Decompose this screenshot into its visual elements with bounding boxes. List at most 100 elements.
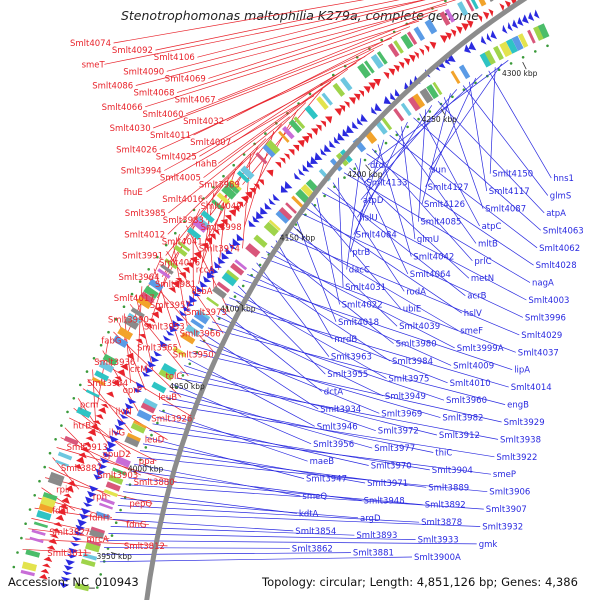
forward-gene-arrow [63,493,72,499]
reverse-gene-arrow [232,238,241,247]
kbp-tick [142,463,151,468]
leader-line [191,352,502,423]
reverse-gene-arrow [97,462,108,470]
gene-label: Smlt4031 [345,283,386,293]
gene-label: Smlt4005 [160,174,201,184]
forward-gene-arrow [445,32,452,40]
gene-label: Smlt3960 [446,396,487,406]
leader-line [216,315,384,397]
outer-feature-block [140,291,155,304]
forward-gene-arrow [310,128,319,136]
leader-line [421,93,451,205]
inner-dot [99,573,102,576]
gene-label: gmk [479,540,498,550]
gene-label: Smlt3964 [119,273,160,283]
reverse-gene-arrow [65,559,76,566]
gene-label: Smlt3953 [144,322,185,332]
leader-line [169,390,373,449]
reverse-gene-arrow [147,360,157,368]
gene-label: Smlt4092 [112,46,153,56]
reverse-gene-arrow [95,468,105,477]
inner-feature-block [212,285,227,299]
gene-label: dacC [349,266,370,276]
gene-label: Smlt3970 [371,462,412,472]
kbp-tick [236,300,244,307]
inner-dot [474,81,477,85]
outer-feature-block [457,1,469,17]
inner-dot [139,458,142,462]
gene-label: hslV [464,309,482,319]
outer-feature-block [262,143,276,158]
gene-label: Smlt4012 [124,230,165,240]
reverse-gene-arrow [383,95,392,105]
inner-feature-block [230,262,245,276]
reverse-gene-arrow [390,92,397,101]
reverse-gene-arrow [135,381,145,389]
gene-label: Smlt3969 [381,409,422,419]
reverse-gene-arrow [507,22,513,32]
reverse-gene-arrow [221,252,230,260]
kbp-label: 4050 kbp [169,382,205,391]
outer-feature-block [400,33,414,50]
gene-label: Smlt4084 [356,231,397,241]
outer-feature-block [136,295,153,310]
leader-line [77,398,111,447]
outer-dot [308,92,312,96]
inner-dot [417,117,420,121]
topology-summary: Topology: circular; Length: 4,851,126 bp… [262,575,578,589]
inner-dot [119,508,122,512]
inner-feature-block [124,435,140,448]
outer-dot [107,330,110,334]
reverse-gene-arrow [284,181,293,189]
reverse-gene-arrow [356,117,364,126]
outer-feature-block [406,31,418,46]
gene-label: opuD2 [103,450,131,460]
outer-feature-block [20,569,35,577]
gene-label: Smlt3956 [313,440,354,450]
reverse-gene-arrow [81,507,91,515]
forward-gene-arrow [236,201,244,208]
inner-feature-block [82,553,98,561]
forward-gene-arrow [240,195,249,204]
leader-line [41,487,76,511]
outer-feature-block [173,244,188,257]
reverse-gene-arrow [102,451,112,458]
gene-label: Smlt3892 [425,501,466,511]
leader-line [135,4,448,86]
outer-dot [16,551,19,554]
leader-line [135,295,154,369]
gene-label: hslU [359,213,377,223]
forward-gene-arrow [61,497,70,504]
inner-dot [395,133,399,137]
forward-gene-arrow [348,97,356,105]
forward-gene-arrow [201,242,209,250]
forward-gene-arrow [288,149,295,156]
reverse-gene-arrow [112,429,122,435]
kbp-tick [440,108,446,116]
forward-gene-arrow [92,420,102,425]
gene-label: smeT [82,60,106,70]
reverse-gene-arrow [324,144,332,152]
inner-feature-block [412,93,426,109]
reverse-gene-arrow [75,524,86,532]
outer-feature-block [25,549,41,558]
leader-line [311,202,401,309]
leader-line [401,126,416,240]
reverse-gene-arrow [256,211,264,220]
gene-label: pepQ [129,499,152,509]
gene-label: mltB [478,239,498,249]
forward-gene-arrow [144,323,153,329]
gene-label: Smlt4017 [114,294,155,304]
forward-gene-arrow [65,485,74,493]
gene-label: Smlt4030 [110,124,151,134]
outer-dot [43,465,46,469]
inner-feature-block [100,497,115,506]
gene-label: Smlt3950 [173,351,214,361]
inner-dot [217,317,221,320]
reverse-gene-arrow [73,530,84,536]
leader-line [165,397,434,453]
outer-dot [66,410,69,414]
forward-gene-arrow [48,538,58,545]
reverse-gene-arrow [502,24,508,34]
inner-feature-block [278,207,293,221]
